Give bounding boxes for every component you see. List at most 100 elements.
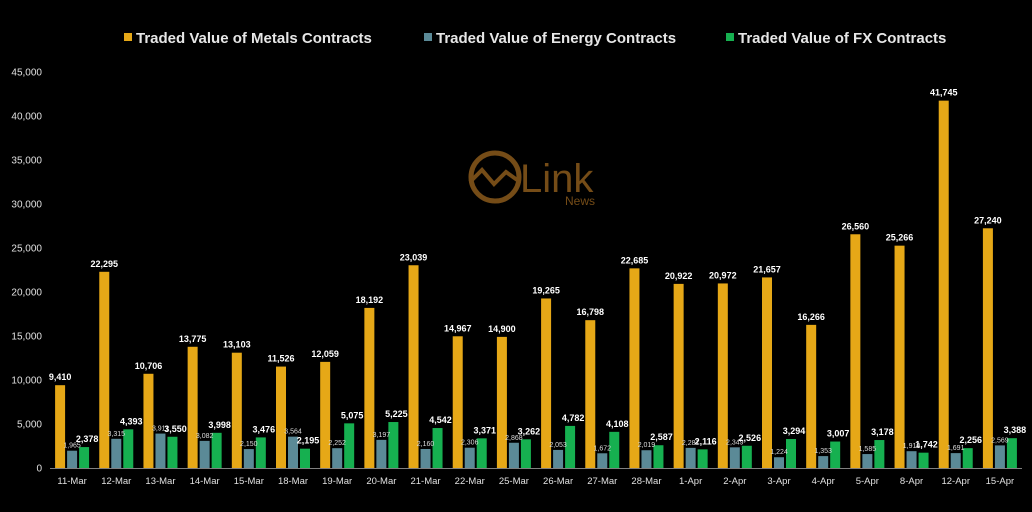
data-label: 2,287: [682, 440, 700, 447]
data-label: 5,075: [341, 410, 364, 420]
data-label: 22,685: [621, 255, 649, 265]
bar: [300, 448, 310, 468]
x-tick-label: 19-Mar: [322, 476, 352, 487]
y-tick-label: 10,000: [11, 376, 42, 387]
data-label: 9,410: [49, 372, 72, 382]
data-label: 14,967: [444, 323, 472, 333]
bar: [452, 336, 463, 468]
legend: Traded Value of Metals Contracts Traded V…: [124, 30, 946, 47]
data-label: 21,657: [753, 264, 781, 274]
data-label: 2,116: [695, 436, 717, 446]
bar: [938, 100, 949, 469]
bar: [364, 307, 375, 468]
data-label: 2,256: [959, 435, 982, 445]
bar: [67, 450, 78, 468]
data-label: 27,240: [974, 215, 1002, 225]
data-label: 19,265: [532, 285, 560, 295]
bar: [697, 449, 708, 468]
x-tick-label: 3-Apr: [767, 476, 790, 487]
data-label: 2,053: [549, 442, 567, 449]
x-tick-label: 25-Mar: [499, 476, 529, 487]
data-label: 41,745: [930, 88, 958, 98]
bar: [520, 439, 531, 468]
data-label: 2,868: [505, 435, 523, 442]
data-label: 1,585: [859, 446, 877, 453]
bar: [408, 265, 419, 468]
data-label: 10,706: [135, 361, 163, 371]
x-tick-label: 4-Apr: [812, 476, 835, 487]
bar: [332, 448, 343, 468]
data-label: 3,911: [152, 426, 169, 433]
data-label: 4,542: [429, 415, 452, 425]
bar: [79, 447, 90, 468]
bar: [320, 361, 331, 468]
data-label: 5,225: [385, 409, 408, 419]
data-label: 2,160: [417, 441, 435, 448]
bar: [288, 436, 298, 468]
data-label: 2,526: [739, 433, 762, 443]
x-tick-label: 26-Mar: [543, 476, 573, 487]
data-label: 1,742: [915, 440, 938, 450]
bar: [918, 452, 929, 468]
legend-swatch: [124, 33, 132, 41]
bar: [906, 451, 917, 468]
y-tick-label: 20,000: [11, 288, 42, 299]
bar: [830, 441, 841, 468]
data-label: 2,378: [76, 434, 99, 444]
data-label: 3,262: [518, 426, 541, 436]
bar: [99, 271, 110, 468]
data-label: 23,039: [400, 252, 428, 262]
bar: [276, 366, 286, 468]
bar: [508, 442, 519, 468]
bar: [541, 298, 552, 468]
bar: [850, 234, 861, 468]
x-tick-label: 28-Mar: [631, 476, 661, 487]
x-tick-label: 11-Mar: [57, 476, 86, 487]
data-label: 3,315: [108, 431, 126, 438]
bar: [994, 445, 1005, 468]
bar: [962, 448, 973, 468]
bar: [717, 283, 728, 468]
data-label: 3,550: [164, 424, 187, 434]
x-tick-label: 22-Mar: [455, 476, 485, 487]
data-label: 4,108: [606, 419, 629, 429]
data-label: 1,910: [903, 443, 921, 450]
bar: [874, 440, 885, 468]
data-label: 13,775: [179, 334, 207, 344]
data-label: 20,922: [665, 271, 693, 281]
bar: [243, 449, 254, 468]
x-tick-label: 2-Apr: [723, 476, 746, 487]
bar: [187, 346, 198, 468]
bar: [231, 352, 242, 468]
x-tick-label: 20-Mar: [366, 476, 396, 487]
data-label: 26,560: [842, 221, 870, 231]
logo-ring: [468, 150, 522, 204]
bar: [111, 438, 122, 468]
x-tick-label: 18-Mar: [278, 476, 308, 487]
y-tick-label: 45,000: [11, 68, 42, 79]
data-label: 3,082: [196, 433, 214, 440]
x-tick-label: 15-Mar: [234, 476, 264, 487]
legend-label: Traded Value of Metals Contracts: [136, 30, 372, 47]
bar: [420, 448, 431, 468]
data-label: 22,295: [91, 259, 119, 269]
legend-label: Traded Value of FX Contracts: [738, 30, 946, 47]
data-label: 12,059: [311, 349, 339, 359]
logo-sub: News: [565, 194, 595, 208]
logo-name: Link: [520, 157, 594, 201]
bar: [344, 423, 355, 468]
data-label: 1,691: [947, 445, 965, 452]
x-axis: 11-Mar 12-Mar 13-Mar 14-Mar 15-Mar 18-Mar 19-M…: [57, 476, 1014, 487]
legend-label: Traded Value of Energy Contracts: [436, 30, 676, 47]
y-tick-label: 15,000: [11, 332, 42, 343]
y-tick-label: 5,000: [17, 420, 42, 431]
data-label: 3,007: [827, 429, 850, 439]
y-tick-label: 0: [36, 464, 42, 475]
bar: [762, 277, 772, 468]
data-label: 14,900: [488, 324, 516, 334]
data-label: 2,587: [650, 432, 673, 442]
bar: [806, 324, 817, 468]
logo-zigzag: [468, 167, 522, 187]
data-label: 20,972: [709, 270, 737, 280]
data-label: 1,965: [63, 443, 81, 450]
